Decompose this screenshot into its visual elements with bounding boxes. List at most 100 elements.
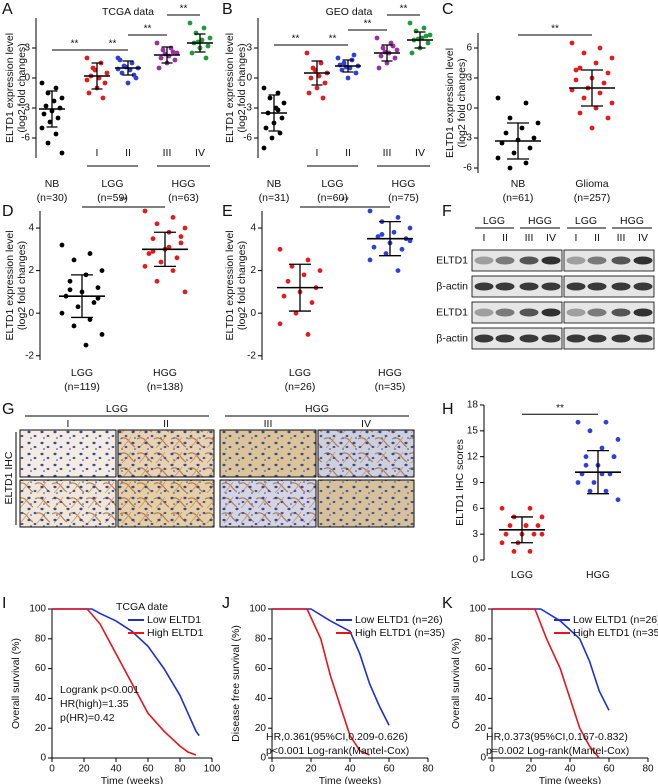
data-point — [95, 285, 101, 291]
lane-label: IV — [546, 232, 556, 244]
data-point — [511, 150, 517, 156]
sd-bar — [342, 59, 354, 73]
data-point — [301, 272, 307, 278]
data-point — [305, 257, 311, 263]
y-tick-label: 12 — [467, 451, 479, 462]
data-point — [142, 263, 148, 269]
data-point — [99, 332, 105, 337]
data-point — [347, 65, 353, 71]
data-point — [421, 25, 427, 31]
group-label: LGG — [511, 569, 533, 581]
data-point — [375, 234, 381, 239]
x-axis-label: Time (weeks) — [101, 775, 164, 784]
data-point — [289, 263, 295, 269]
data-point — [166, 244, 172, 250]
data-point — [305, 332, 311, 337]
blot-band — [474, 334, 494, 343]
significance-label: ** — [400, 4, 408, 15]
survival-curve — [492, 608, 600, 759]
legend-label: High ELTD1 — [147, 627, 204, 639]
data-point — [527, 548, 533, 554]
blot-strip — [471, 275, 563, 298]
panel-letter: I — [2, 595, 6, 612]
data-point — [339, 67, 345, 73]
blot-band — [541, 334, 561, 343]
x-axis-label: Time (weeks) — [539, 775, 602, 784]
y-tick-label: 0 — [466, 103, 472, 114]
data-point — [507, 115, 513, 121]
significance-label: ** — [556, 403, 564, 414]
data-point — [84, 55, 90, 61]
blot-band — [633, 334, 653, 343]
data-point — [573, 67, 579, 73]
blot-row-label: β-actin — [436, 332, 468, 344]
group-label: Glioma — [575, 178, 608, 190]
survival-curve — [272, 608, 390, 726]
data-point — [583, 454, 589, 460]
data-point — [499, 505, 505, 511]
data-point — [84, 77, 90, 83]
data-point — [41, 111, 47, 117]
survival-curve — [52, 608, 200, 737]
data-point — [603, 419, 609, 425]
data-point — [71, 323, 77, 329]
blot-band — [566, 308, 586, 317]
y-tick-label: 0 — [480, 753, 486, 764]
blot-band — [611, 282, 631, 291]
data-point — [407, 20, 413, 26]
data-point — [380, 45, 386, 51]
y-tick-label: 80 — [35, 633, 47, 644]
data-point — [351, 52, 357, 58]
y-tick-label: 6 — [466, 43, 472, 54]
y-axis-label: ELTD1 expression level — [224, 230, 236, 340]
data-point — [394, 47, 400, 53]
data-point — [308, 75, 314, 81]
data-point — [293, 310, 299, 316]
group-n: (n=26) — [285, 381, 316, 393]
panel-letter: B — [222, 1, 233, 18]
group-label: LGG — [289, 367, 311, 379]
blot-band — [519, 308, 539, 317]
blot-strip — [563, 327, 655, 350]
ihc-nuclei — [19, 429, 117, 478]
survival-curve — [272, 608, 370, 756]
data-point — [281, 100, 287, 106]
data-point — [581, 50, 587, 56]
data-point — [158, 259, 164, 265]
data-point — [146, 251, 152, 256]
group-label: HGG — [153, 367, 177, 379]
sd-bar — [154, 231, 176, 267]
y-tick-label: 100 — [249, 604, 266, 615]
blot-strip — [471, 327, 563, 350]
data-point — [395, 268, 401, 273]
group-n: (n=61) — [503, 192, 534, 204]
x-tick-label: 20 — [305, 764, 317, 775]
blot-band — [633, 256, 653, 265]
y-tick-label: 40 — [255, 693, 267, 704]
annotation: p<0.001 Log-rank(Mantel-Cox) — [266, 745, 409, 757]
data-point — [353, 70, 359, 76]
y-tick-label: -2 — [247, 350, 256, 361]
data-point — [390, 43, 396, 49]
data-point — [207, 35, 213, 41]
blot-group: HGG — [528, 215, 552, 227]
blot-band — [566, 256, 586, 265]
data-point — [539, 531, 545, 537]
data-point — [275, 90, 281, 96]
data-point — [95, 295, 101, 301]
blot-band — [474, 282, 494, 291]
group-label: LGG — [101, 178, 123, 190]
sd-bar — [289, 263, 311, 312]
chart-title: TCGA data — [102, 6, 154, 18]
blot-group: LGG — [575, 215, 597, 227]
data-point — [261, 145, 267, 151]
significance-label: ** — [180, 4, 188, 15]
data-point — [285, 278, 291, 284]
data-point — [277, 246, 283, 252]
data-point — [427, 32, 433, 38]
data-point — [575, 480, 581, 485]
y-axis-label: (log2 fold changes) — [16, 43, 28, 132]
data-point — [609, 100, 615, 106]
x-tick-label: 100 — [204, 764, 221, 775]
data-point — [199, 37, 205, 43]
